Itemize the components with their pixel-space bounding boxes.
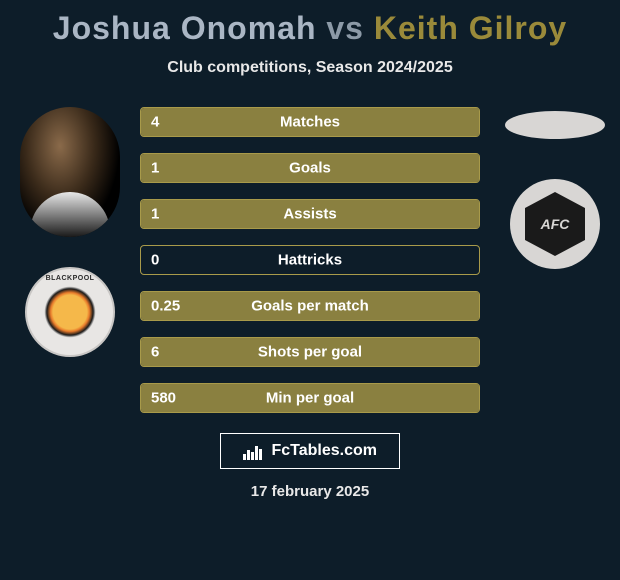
site-name: FcTables.com	[271, 442, 377, 459]
site-logo-box: FcTables.com	[220, 433, 400, 469]
right-column: AFC	[500, 107, 610, 269]
stats-bars: 4Matches 1Goals 1Assists 0Hattricks 0.25Goal…	[140, 107, 480, 413]
stat-bar-row: 1Goals	[140, 153, 480, 183]
footer: FcTables.com 17 february 2025	[0, 433, 620, 500]
player1-name: Joshua Onomah	[53, 10, 317, 46]
stat-bar-row: 0.25Goals per match	[140, 291, 480, 321]
bar-label: Goals	[141, 160, 479, 177]
player2-club-badge: AFC	[510, 179, 600, 269]
bar-label: Hattricks	[141, 252, 479, 269]
player1-club-badge	[25, 267, 115, 357]
bar-label: Assists	[141, 206, 479, 223]
stat-bar-row: 580Min per goal	[140, 383, 480, 413]
bar-label: Min per goal	[141, 390, 479, 407]
bar-label: Shots per goal	[141, 344, 479, 361]
player2-avatar	[505, 111, 605, 139]
logo-bars-icon	[243, 442, 263, 460]
player2-name: Keith Gilroy	[374, 10, 567, 46]
subtitle-text: Club competitions, Season 2024/2025	[0, 59, 620, 77]
footer-date: 17 february 2025	[0, 483, 620, 500]
bar-label: Goals per match	[141, 298, 479, 315]
comparison-title: Joshua Onomah vs Keith Gilroy	[0, 0, 620, 47]
stat-bar-row: 0Hattricks	[140, 245, 480, 275]
player1-avatar	[20, 107, 120, 237]
stat-bar-row: 4Matches	[140, 107, 480, 137]
vs-text: vs	[326, 10, 364, 46]
bar-label: Matches	[141, 114, 479, 131]
comparison-content: AFC 4Matches 1Goals 1Assists 0Hattricks 0.25…	[0, 107, 620, 413]
club2-label: AFC	[541, 216, 570, 232]
stat-bar-row: 6Shots per goal	[140, 337, 480, 367]
club2-shield: AFC	[525, 192, 585, 256]
left-column	[10, 107, 130, 357]
stat-bar-row: 1Assists	[140, 199, 480, 229]
